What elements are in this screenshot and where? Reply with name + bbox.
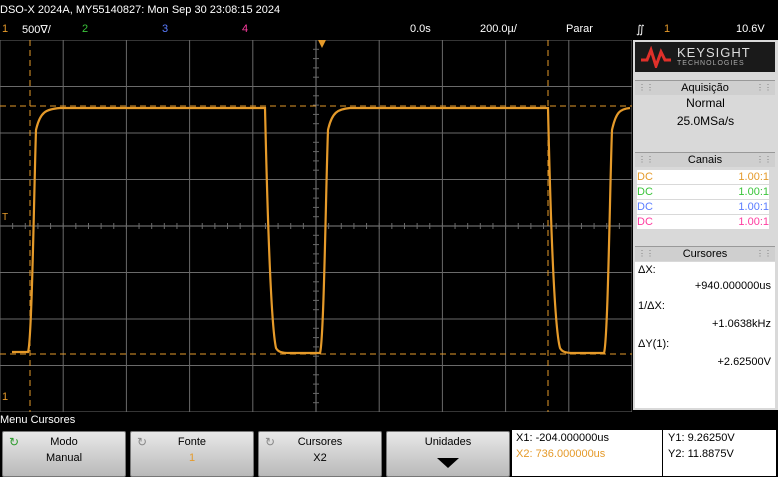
cursor-x2-value: X2: 736.000000us <box>516 448 606 460</box>
acquisition-header[interactable]: ⋮⋮ Aquisição ⋮⋮ <box>635 80 775 95</box>
side-panel: KEYSIGHT TECHNOLOGIES ⋮⋮ Aquisição ⋮⋮ No… <box>633 40 778 410</box>
acquisition-mode: Normal <box>686 96 725 110</box>
time-position[interactable]: 0.0s <box>410 23 431 35</box>
cursor-readout: X1: -204.000000us X2: 736.000000us Y1: 9… <box>512 430 776 476</box>
rotate-knob-icon: ↻ <box>9 435 20 449</box>
run-state[interactable]: Parar <box>566 23 593 35</box>
rotate-knob-icon: ↻ <box>265 435 276 449</box>
arrow-down-icon <box>387 456 509 471</box>
units-softkey[interactable]: Unidades <box>386 431 510 477</box>
channel-row-4[interactable]: DC 1.00:1 <box>637 215 769 229</box>
keysight-wave-icon <box>641 46 671 68</box>
waveform-display[interactable]: T 1 <box>0 39 633 413</box>
graticule <box>0 39 633 413</box>
ch3-number[interactable]: 3 <box>162 23 169 35</box>
instrument-title: DSO-X 2024A, MY55140827: Mon Sep 30 23:0… <box>0 4 281 16</box>
trigger-channel[interactable]: 1 <box>664 23 671 35</box>
waveform-svg: T 1 <box>0 39 633 413</box>
trigger-slope-icon: ∬ <box>636 24 645 36</box>
ch4-number[interactable]: 4 <box>242 23 249 35</box>
channels-header[interactable]: ⋮⋮ Canais ⋮⋮ <box>635 152 775 167</box>
status-bar: 1 500∇/ 2 3 4 0.0s 200.0µ/ Parar ∬ 1 10.… <box>0 20 778 40</box>
delta-x-label: ΔX: <box>638 264 656 276</box>
readout-divider <box>662 430 663 476</box>
cursor-y1-value: Y1: 9.26250V <box>668 432 735 444</box>
inv-delta-x-label: 1/ΔX: <box>638 300 665 312</box>
title-bar: DSO-X 2024A, MY55140827: Mon Sep 30 23:0… <box>0 0 778 20</box>
menu-title: Menu Cursores <box>0 414 76 426</box>
channel-row-3[interactable]: DC 1.00:1 <box>637 200 769 214</box>
cursors-header[interactable]: ⋮⋮ Cursores ⋮⋮ <box>635 246 775 261</box>
delta-y-value: +2.62500V <box>717 356 771 368</box>
ch1-waveform <box>12 106 631 355</box>
time-scale[interactable]: 200.0µ/ <box>480 23 517 35</box>
brand-sub: TECHNOLOGIES <box>677 60 745 67</box>
ch1-ground-marker[interactable]: 1 <box>2 391 8 403</box>
channel-row-1[interactable]: DC 1.00:1 <box>637 170 769 184</box>
cursors-softkey[interactable]: ↻ Cursores X2 <box>258 431 382 477</box>
trigger-position-marker[interactable] <box>318 40 326 48</box>
ch2-number[interactable]: 2 <box>82 23 89 35</box>
delta-y-label: ΔY(1): <box>638 338 670 350</box>
mode-softkey[interactable]: ↻ Modo Manual <box>2 431 126 477</box>
ch1-number[interactable]: 1 <box>2 23 9 35</box>
acquisition-rate: 25.0MSa/s <box>676 114 735 128</box>
source-softkey[interactable]: ↻ Fonte 1 <box>130 431 254 477</box>
channel-row-2[interactable]: DC 1.00:1 <box>637 185 769 199</box>
ch1-scale[interactable]: 500∇/ <box>22 24 51 36</box>
delta-x-value: +940.000000us <box>694 280 771 292</box>
brand-name: KEYSIGHT <box>677 45 751 60</box>
trigger-level-marker[interactable]: T <box>2 212 8 223</box>
inv-delta-x-value: +1.0638kHz <box>711 318 771 330</box>
keysight-logo: KEYSIGHT TECHNOLOGIES <box>635 42 775 72</box>
cursor-y2-value: Y2: 11.8875V <box>668 448 734 460</box>
cursors-panel: ΔX: +940.000000us 1/ΔX: +1.0638kHz ΔY(1)… <box>635 262 775 408</box>
cursor-x1-value: X1: -204.000000us <box>516 432 609 444</box>
rotate-knob-icon: ↻ <box>137 435 148 449</box>
trigger-level[interactable]: 10.6V <box>736 23 765 35</box>
